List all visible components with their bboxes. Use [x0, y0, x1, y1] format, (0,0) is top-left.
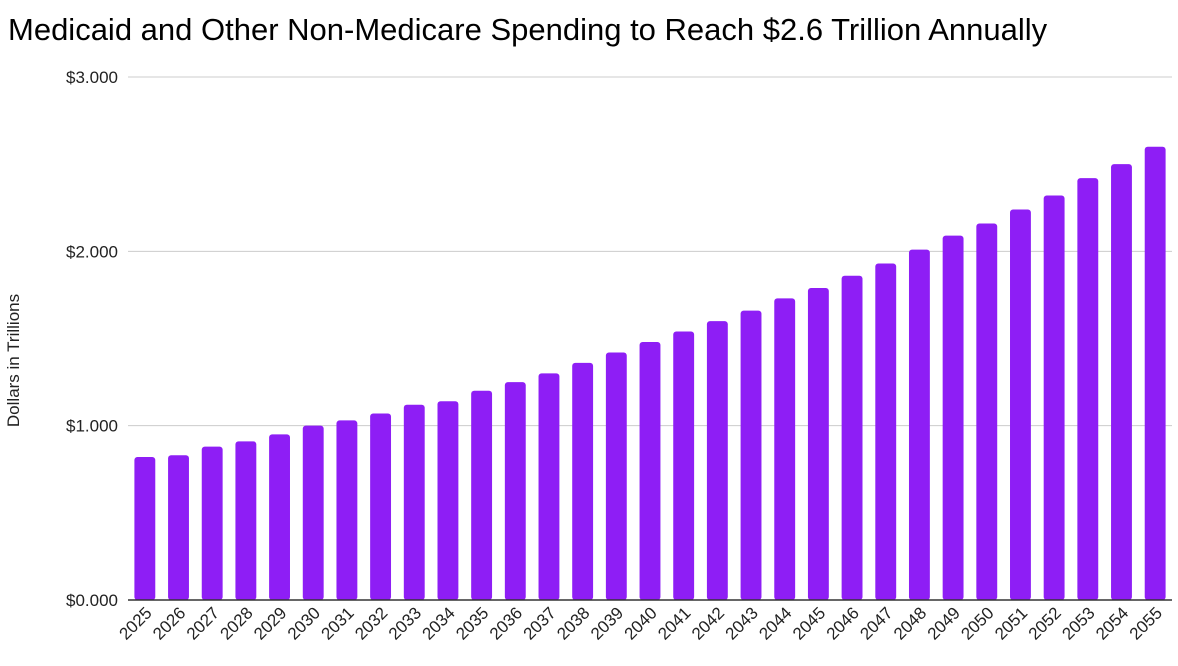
- bar-2042: [706, 321, 728, 600]
- x-tick-label: 2044: [755, 603, 795, 643]
- bar-2051: [1010, 209, 1031, 600]
- bar-2033: [403, 404, 425, 600]
- bar-2036: [504, 382, 526, 600]
- x-tick-label: 2038: [553, 603, 593, 643]
- bar-2044: [774, 298, 796, 600]
- x-tick-label: 2031: [318, 603, 358, 643]
- bar-2028: [235, 441, 257, 600]
- chart-title: Medicaid and Other Non-Medicare Spending…: [8, 12, 1048, 47]
- x-tick-label: 2025: [115, 603, 155, 643]
- bar-2032: [370, 413, 392, 600]
- bars: [134, 146, 1166, 601]
- bar-2026: [168, 455, 189, 600]
- x-tick-label: 2049: [924, 603, 964, 643]
- x-tick-label: 2048: [890, 603, 930, 643]
- x-tick-label: 2026: [149, 603, 189, 643]
- y-tick-label: $0.000: [66, 591, 118, 610]
- x-axis-ticks: 2025202620272028202920302031203220332034…: [115, 603, 1166, 643]
- x-tick-label: 2032: [351, 603, 391, 643]
- x-tick-label: 2035: [452, 603, 492, 643]
- x-tick-label: 2052: [1025, 603, 1065, 643]
- x-tick-label: 2050: [957, 603, 997, 643]
- x-tick-label: 2045: [789, 603, 829, 643]
- bar-2039: [605, 352, 627, 600]
- x-tick-label: 2037: [520, 603, 560, 643]
- x-tick-label: 2055: [1126, 603, 1166, 643]
- y-tick-label: $3.000: [66, 68, 118, 87]
- bar-2029: [269, 434, 290, 600]
- bar-2034: [437, 401, 459, 600]
- x-tick-label: 2051: [991, 603, 1031, 643]
- bar-2055: [1144, 146, 1166, 600]
- bar-2030: [302, 425, 324, 600]
- x-tick-label: 2028: [217, 603, 257, 643]
- x-tick-label: 2046: [823, 603, 863, 643]
- bar-2027: [201, 446, 223, 600]
- bar-2050: [976, 223, 998, 600]
- x-tick-label: 2047: [856, 603, 896, 643]
- x-tick-label: 2033: [385, 603, 425, 643]
- bar-2025: [134, 457, 156, 600]
- y-axis-label: Dollars in Trillions: [4, 294, 23, 427]
- y-tick-label: $1.000: [66, 417, 118, 436]
- x-tick-label: 2034: [419, 603, 459, 643]
- y-tick-label: $2.000: [66, 242, 118, 261]
- x-tick-label: 2040: [621, 603, 661, 643]
- bar-2049: [942, 235, 964, 601]
- bar-2053: [1077, 178, 1099, 600]
- bar-2040: [639, 341, 661, 600]
- bar-2031: [336, 420, 358, 600]
- x-tick-label: 2036: [486, 603, 526, 643]
- bar-2038: [572, 362, 594, 600]
- bar-2043: [740, 310, 762, 600]
- bar-2037: [538, 373, 560, 600]
- x-tick-label: 2030: [284, 603, 324, 643]
- bar-2048: [908, 249, 930, 600]
- x-tick-label: 2029: [250, 603, 290, 643]
- bar-2052: [1043, 195, 1065, 600]
- x-tick-label: 2043: [722, 603, 762, 643]
- bar-2046: [841, 275, 863, 600]
- bar-2045: [807, 287, 829, 600]
- bar-2054: [1111, 164, 1132, 600]
- x-tick-label: 2042: [688, 603, 728, 643]
- x-tick-label: 2039: [587, 603, 627, 643]
- x-tick-label: 2041: [654, 603, 694, 643]
- bar-2041: [673, 331, 695, 600]
- x-tick-label: 2054: [1092, 603, 1132, 643]
- x-tick-label: 2053: [1058, 603, 1098, 643]
- x-tick-label: 2027: [183, 603, 223, 643]
- bar-2035: [471, 390, 493, 600]
- y-axis-ticks: $0.000 $1.000 $2.000 $3.000: [66, 68, 118, 610]
- bar-2047: [875, 263, 897, 600]
